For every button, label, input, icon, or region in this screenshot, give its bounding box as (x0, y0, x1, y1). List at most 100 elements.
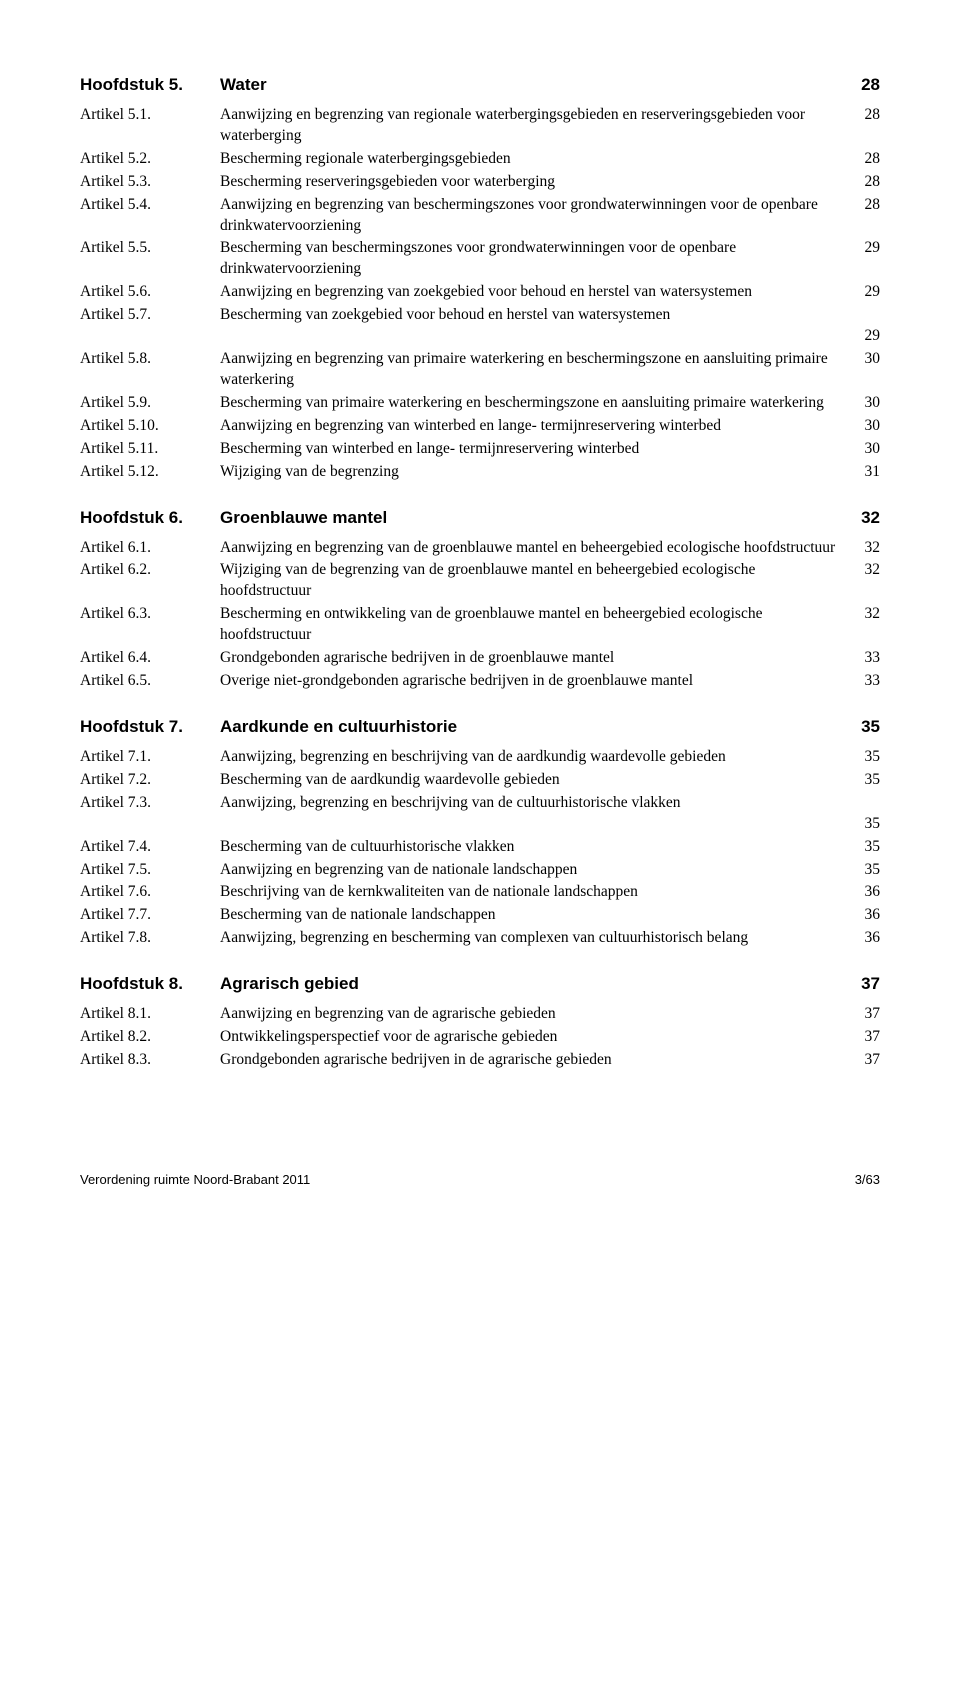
entry-label: Artikel 5.9. (80, 393, 220, 414)
chapter-label: Hoofdstuk 5. (80, 74, 220, 97)
chapter-label: Hoofdstuk 6. (80, 507, 220, 530)
entry-label: Artikel 6.5. (80, 671, 220, 692)
entry-page: 29 (845, 238, 881, 280)
chapter-header: Hoofdstuk 5.Water28 (80, 74, 880, 97)
toc-entry: Artikel 6.2.Wijziging van de begrenzing … (80, 560, 880, 602)
toc-entry: Artikel 5.5.Bescherming van beschermings… (80, 238, 880, 280)
entry-text: Aanwijzing en begrenzing van primaire wa… (220, 349, 845, 391)
entry-page: 29 (845, 282, 881, 303)
chapter-title: Agrarisch gebied (220, 973, 841, 996)
entry-label: Artikel 5.8. (80, 349, 220, 391)
entry-text: Aanwijzing en begrenzing van de groenbla… (220, 538, 845, 559)
toc-entry: Artikel 5.8.Aanwijzing en begrenzing van… (80, 349, 880, 391)
entry-text: Aanwijzing en begrenzing van bescherming… (220, 195, 845, 237)
entry-page: 28 (845, 195, 881, 237)
entry-page: 35 (845, 837, 881, 858)
entry-page: 28 (845, 105, 881, 147)
chapter: Hoofdstuk 7.Aardkunde en cultuurhistorie… (80, 716, 880, 949)
toc-entry: Artikel 8.2.Ontwikkelingsperspectief voo… (80, 1027, 880, 1048)
entry-page: 32 (845, 538, 881, 559)
chapter-header: Hoofdstuk 6.Groenblauwe mantel32 (80, 507, 880, 530)
toc-entry: Artikel 5.6.Aanwijzing en begrenzing van… (80, 282, 880, 303)
entry-page: 28 (845, 172, 881, 193)
toc-entry: Artikel 5.7.Bescherming van zoekgebied v… (80, 305, 880, 347)
entry-page: 35 (865, 814, 881, 835)
entry-page: 30 (845, 393, 881, 414)
entry-text: Bescherming van zoekgebied voor behoud e… (220, 305, 880, 326)
entry-page: 36 (845, 905, 881, 926)
toc-entry: Artikel 7.5.Aanwijzing en begrenzing van… (80, 860, 880, 881)
entry-text: Grondgebonden agrarische bedrijven in de… (220, 1050, 845, 1071)
toc-entry: Artikel 5.11.Bescherming van winterbed e… (80, 439, 880, 460)
toc-entry: Artikel 5.2.Bescherming regionale waterb… (80, 149, 880, 170)
entry-label: Artikel 6.4. (80, 648, 220, 669)
toc-entry: Artikel 5.1.Aanwijzing en begrenzing van… (80, 105, 880, 147)
entry-label: Artikel 7.7. (80, 905, 220, 926)
toc-entry: Artikel 5.10.Aanwijzing en begrenzing va… (80, 416, 880, 437)
entry-label: Artikel 6.1. (80, 538, 220, 559)
entry-label: Artikel 5.5. (80, 238, 220, 280)
page-footer: Verordening ruimte Noord-Brabant 2011 3/… (80, 1171, 880, 1189)
entry-text: Aanwijzing, begrenzing en beschrijving v… (220, 793, 880, 814)
chapter: Hoofdstuk 8.Agrarisch gebied37Artikel 8.… (80, 973, 880, 1071)
entry-page: 37 (845, 1004, 881, 1025)
entry-page: 36 (845, 928, 881, 949)
entry-page: 30 (845, 349, 881, 391)
chapter: Hoofdstuk 6.Groenblauwe mantel32Artikel … (80, 507, 880, 692)
chapter-title: Aardkunde en cultuurhistorie (220, 716, 841, 739)
entry-text: Bescherming van de cultuurhistorische vl… (220, 837, 845, 858)
entry-text: Aanwijzing en begrenzing van winterbed e… (220, 416, 845, 437)
toc-entry: Artikel 5.4.Aanwijzing en begrenzing van… (80, 195, 880, 237)
footer-left: Verordening ruimte Noord-Brabant 2011 (80, 1171, 310, 1189)
entry-text: Wijziging van de begrenzing (220, 462, 845, 483)
entry-text: Aanwijzing en begrenzing van regionale w… (220, 105, 845, 147)
entry-text: Aanwijzing, begrenzing en bescherming va… (220, 928, 845, 949)
toc-entry: Artikel 8.1.Aanwijzing en begrenzing van… (80, 1004, 880, 1025)
toc-entry: Artikel 7.8.Aanwijzing, begrenzing en be… (80, 928, 880, 949)
entry-label: Artikel 7.5. (80, 860, 220, 881)
entry-page: 37 (845, 1027, 881, 1048)
chapter-label: Hoofdstuk 7. (80, 716, 220, 739)
entry-text: Bescherming reserveringsgebieden voor wa… (220, 172, 845, 193)
entry-text: Aanwijzing en begrenzing van zoekgebied … (220, 282, 845, 303)
chapter-header: Hoofdstuk 7.Aardkunde en cultuurhistorie… (80, 716, 880, 739)
entry-page: 35 (845, 747, 881, 768)
chapter-page: 28 (841, 74, 880, 97)
chapter-title: Groenblauwe mantel (220, 507, 841, 530)
footer-right: 3/63 (855, 1171, 880, 1189)
entry-label: Artikel 7.2. (80, 770, 220, 791)
entry-label: Artikel 7.6. (80, 882, 220, 903)
toc-entry: Artikel 6.4.Grondgebonden agrarische bed… (80, 648, 880, 669)
entry-label: Artikel 5.3. (80, 172, 220, 193)
chapter-label: Hoofdstuk 8. (80, 973, 220, 996)
entry-label: Artikel 5.6. (80, 282, 220, 303)
entry-page: 35 (845, 770, 881, 791)
chapter-header: Hoofdstuk 8.Agrarisch gebied37 (80, 973, 880, 996)
entry-label: Artikel 7.8. (80, 928, 220, 949)
chapter-page: 37 (841, 973, 880, 996)
entry-page: 33 (845, 648, 881, 669)
entry-text: Bescherming van winterbed en lange- term… (220, 439, 845, 460)
chapter-page: 35 (841, 716, 880, 739)
entry-text: Wijziging van de begrenzing van de groen… (220, 560, 845, 602)
entry-page: 35 (845, 860, 881, 881)
entry-label: Artikel 5.4. (80, 195, 220, 237)
toc-entry: Artikel 6.5.Overige niet-grondgebonden a… (80, 671, 880, 692)
toc-entry: Artikel 7.4.Bescherming van de cultuurhi… (80, 837, 880, 858)
entry-page: 36 (845, 882, 881, 903)
entry-page: 32 (845, 560, 881, 602)
entry-label: Artikel 5.10. (80, 416, 220, 437)
entry-page: 28 (845, 149, 881, 170)
entry-label: Artikel 6.2. (80, 560, 220, 602)
entry-page: 30 (845, 439, 881, 460)
entry-label: Artikel 5.11. (80, 439, 220, 460)
chapter-title: Water (220, 74, 841, 97)
entry-label: Artikel 8.1. (80, 1004, 220, 1025)
entry-page: 31 (845, 462, 881, 483)
toc-entry: Artikel 6.1.Aanwijzing en begrenzing van… (80, 538, 880, 559)
entry-label: Artikel 5.7. (80, 305, 220, 347)
entry-label: Artikel 8.3. (80, 1050, 220, 1071)
entry-label: Artikel 5.12. (80, 462, 220, 483)
entry-label: Artikel 5.2. (80, 149, 220, 170)
entry-text: Bescherming en ontwikkeling van de groen… (220, 604, 845, 646)
